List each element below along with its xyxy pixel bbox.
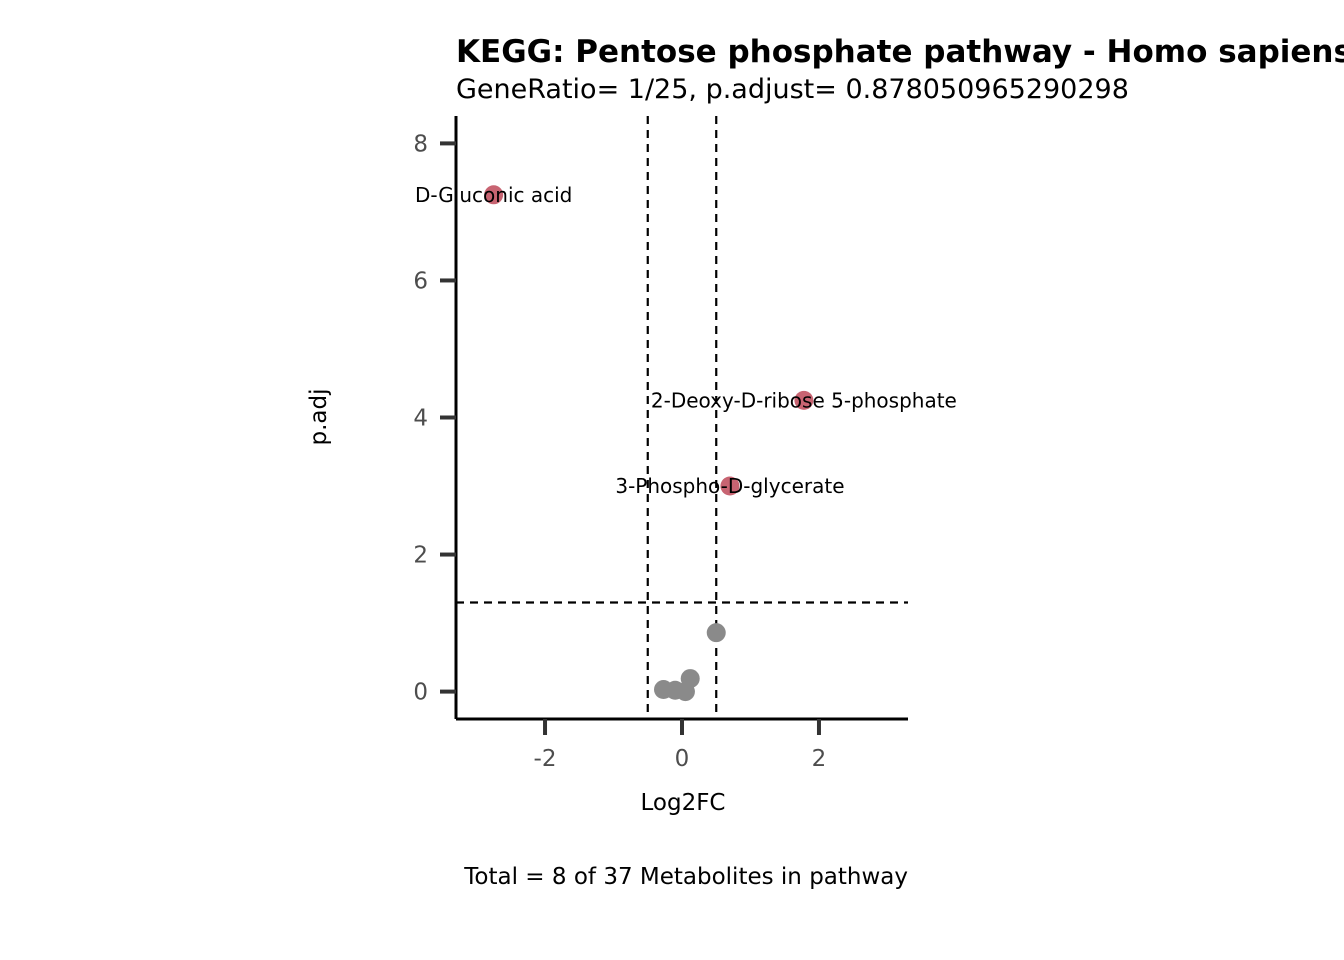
threshold-lines — [456, 116, 908, 719]
x-axis-ticks: -2 0 2 — [534, 719, 827, 772]
data-points — [484, 185, 814, 702]
x-axis-title: Log2FC — [640, 790, 725, 816]
non-significant-point — [675, 682, 695, 702]
y-tick-label: 2 — [413, 543, 428, 569]
x-tick-label: 2 — [812, 746, 827, 772]
point-label: D-Gluconic acid — [415, 183, 572, 207]
x-tick-label: 0 — [675, 746, 690, 772]
chart-caption: Total = 8 of 37 Metabolites in pathway — [463, 864, 908, 890]
chart-title: KEGG: Pentose phosphate pathway - Homo s… — [456, 34, 1344, 70]
significant-point — [794, 390, 814, 410]
point-label: 3-Phospho-D-glycerate — [615, 474, 844, 498]
y-axis-title: p.adj — [306, 389, 332, 446]
y-tick-label: 8 — [413, 131, 428, 157]
y-tick-label: 0 — [413, 680, 428, 706]
y-tick-label: 6 — [413, 268, 428, 294]
chart-subtitle: GeneRatio= 1/25, p.adjust= 0.87805096529… — [456, 74, 1129, 105]
y-tick-label: 4 — [413, 406, 428, 432]
x-tick-label: -2 — [534, 746, 557, 772]
significant-point — [484, 185, 504, 205]
point-label: 2-Deoxy-D-ribose 5-phosphate — [651, 388, 957, 412]
point-labels: D-Gluconic acid 2-Deoxy-D-ribose 5-phosph… — [415, 183, 957, 498]
y-axis-ticks: 0 2 4 6 8 — [413, 131, 456, 706]
significant-point — [720, 476, 740, 496]
non-significant-point — [706, 623, 726, 643]
